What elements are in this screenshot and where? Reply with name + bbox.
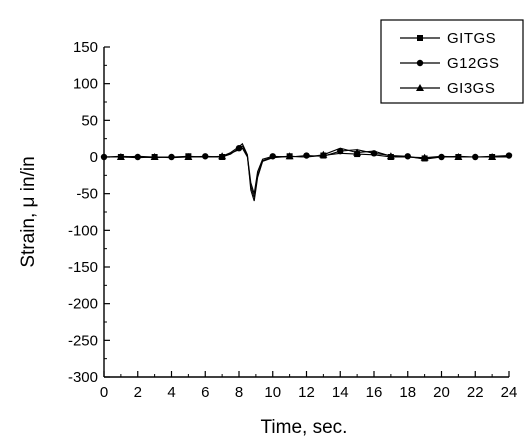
x-tick-label: 0	[100, 384, 108, 401]
y-tick-label: -200	[68, 296, 98, 313]
data-point	[202, 153, 209, 160]
series-g12gs	[100, 145, 513, 194]
data-point	[488, 153, 497, 160]
data-point	[454, 153, 463, 160]
legend-label: G12GS	[447, 55, 500, 72]
data-point	[303, 152, 310, 159]
legend-label: GITGS	[447, 30, 496, 47]
data-point	[285, 152, 294, 160]
data-point	[386, 152, 395, 160]
data-point	[134, 153, 141, 161]
data-point	[218, 152, 227, 160]
data-point	[235, 145, 243, 152]
x-tick-label: 18	[399, 384, 416, 401]
x-tick-label: 8	[235, 384, 243, 401]
series-gi3gs	[104, 142, 509, 202]
data-point	[404, 153, 411, 160]
legend-marker-square	[417, 35, 423, 41]
series-layer	[100, 142, 513, 202]
y-tick-label: 100	[73, 76, 98, 93]
legend: GITGS G12GS GI3GS	[380, 19, 524, 104]
y-tick-label: -150	[68, 259, 98, 276]
x-tick-label: 6	[201, 384, 209, 401]
y-axis-title: Strain, μ in/in	[18, 156, 39, 267]
data-point	[337, 147, 344, 155]
data-point	[319, 150, 328, 158]
y-tick-label: -50	[76, 186, 98, 203]
data-point	[184, 153, 193, 160]
x-tick-label: 2	[134, 384, 142, 401]
x-tick-label: 22	[467, 384, 484, 401]
data-point	[150, 153, 159, 160]
x-tick-label: 10	[264, 384, 281, 401]
x-tick-label: 4	[167, 384, 175, 401]
data-point	[353, 148, 362, 156]
data-point	[505, 152, 513, 159]
legend-marker-circle	[416, 59, 424, 67]
y-tick-label: 50	[81, 112, 98, 129]
data-point	[116, 153, 125, 160]
data-point	[420, 153, 429, 161]
y-tick-label: 150	[73, 39, 98, 56]
x-tick-label: 24	[501, 384, 518, 401]
y-tick-label: 0	[90, 149, 98, 166]
legend-label: GI3GS	[447, 80, 495, 97]
x-tick-label: 16	[366, 384, 383, 401]
y-tick-label: -250	[68, 332, 98, 349]
data-point	[168, 153, 175, 161]
legend-marker-triangle	[416, 84, 424, 91]
x-tick-label: 14	[332, 384, 349, 401]
x-axis-title: Time, sec.	[261, 417, 348, 438]
data-point	[438, 153, 445, 161]
x-tick-label: 12	[298, 384, 315, 401]
x-tick-label: 20	[433, 384, 450, 401]
y-tick-label: -100	[68, 222, 98, 239]
legend-box	[380, 19, 524, 104]
y-tick-label: -300	[68, 369, 98, 386]
